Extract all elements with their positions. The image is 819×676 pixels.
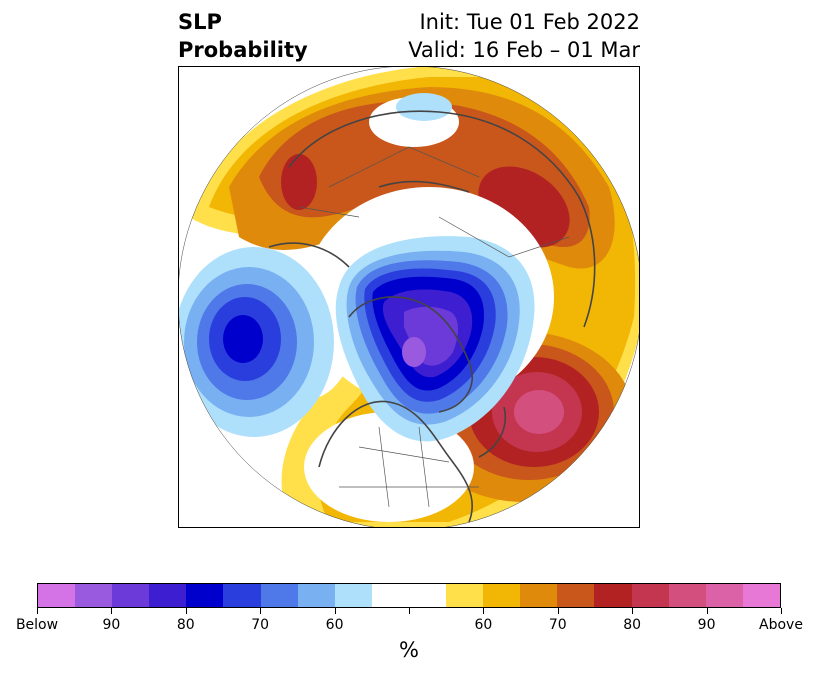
unit-label: %: [399, 638, 419, 662]
colorbar-tick: [260, 608, 262, 614]
colorbar-segment: [408, 584, 447, 607]
colorbar-tick-label: 80: [176, 617, 195, 633]
colorbar-tick: [706, 608, 708, 614]
colorbar-tick-label: 80: [623, 617, 642, 633]
colorbar-segment: [705, 584, 743, 607]
colorbar-tick-label: 60: [325, 617, 344, 633]
colorbar-tick: [409, 608, 410, 614]
colorbar-segment: [149, 584, 187, 607]
colorbar-tick: [632, 608, 634, 614]
colorbar-tick: [334, 608, 336, 614]
colorbar-tick-label: 90: [697, 617, 716, 633]
coastlines: [268, 110, 596, 523]
colorbar-segment: [38, 584, 76, 607]
colorbar-segment: [594, 584, 632, 607]
title-line-slp: SLP: [178, 10, 222, 34]
colorbar-segment: [557, 584, 595, 607]
colorbar-segment: [260, 584, 298, 607]
colorbar-tick: [111, 608, 113, 614]
colorbar-segment: [75, 584, 113, 607]
colorbar-tick: [37, 608, 38, 614]
title-line-probability: Probability: [178, 38, 308, 62]
colorbar-tick: [483, 608, 485, 614]
colorbar-segment: [297, 584, 335, 607]
colorbar-tick-label: 90: [102, 617, 121, 633]
valid-date: Valid: 16 Feb – 01 Mar: [408, 38, 640, 62]
colorbar-tick-label: 70: [548, 617, 567, 633]
colorbar-segment: [742, 584, 780, 607]
colorbar-segment: [112, 584, 150, 607]
colorbar-segment: [371, 584, 409, 607]
probability-colorbar: [37, 583, 781, 608]
map-title: SLP Probability: [178, 8, 308, 64]
colorbar-tick-label: Above: [759, 617, 803, 633]
below-navy-pacific: [223, 315, 263, 363]
colorbar-tick-label: 70: [251, 617, 270, 633]
colorbar-segment: [483, 584, 521, 607]
above-pink-atlantic: [514, 390, 564, 434]
colorbar-segment: [446, 584, 484, 607]
colorbar-segment: [223, 584, 261, 607]
colorbar-tick: [557, 608, 559, 614]
below-light-scandinavia: [396, 93, 452, 121]
colorbar-tick-label: 60: [474, 617, 493, 633]
colorbar-segment: [520, 584, 558, 607]
forecast-dates: Init: Tue 01 Feb 2022 Valid: 16 Feb – 01…: [408, 8, 640, 64]
colorbar-segment: [668, 584, 706, 607]
colorbar-segment: [631, 584, 669, 607]
below-purple-arctic: [402, 337, 426, 367]
probability-field: [179, 67, 639, 527]
above-red-europe: [281, 154, 317, 210]
init-date: Init: Tue 01 Feb 2022: [419, 10, 640, 34]
colorbar-segment: [186, 584, 224, 607]
polar-map: [178, 66, 640, 528]
borders: [298, 146, 570, 508]
colorbar-tick-label: Below: [15, 617, 59, 633]
colorbar-tick: [185, 608, 187, 614]
colorbar-segment: [334, 584, 372, 607]
colorbar-tick: [781, 608, 782, 614]
